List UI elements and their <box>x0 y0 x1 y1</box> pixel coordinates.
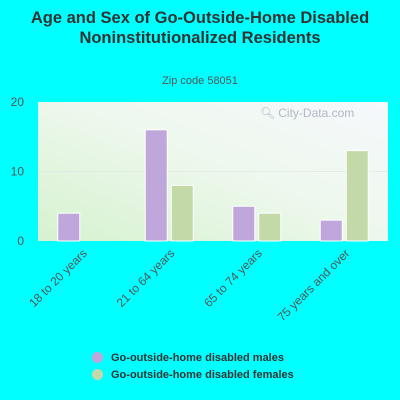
bar-females-3 <box>258 212 282 242</box>
x-tick-label: 18 to 20 years <box>26 246 90 310</box>
watermark: 🔍︎ City-Data.com <box>260 106 354 120</box>
chart-subtitle: Zip code 58051 <box>162 75 238 87</box>
chart-title: Age and Sex of Go-Outside-Home Disabled … <box>30 9 370 47</box>
x-tick-label: 21 to 64 years <box>114 246 178 310</box>
x-tick-label: 75 years and over <box>275 246 353 324</box>
bar-males-1 <box>57 212 81 242</box>
bar-females-2 <box>170 184 194 242</box>
legend-label-males: Go-outside-home disabled males <box>111 351 284 364</box>
legend-item-females: Go-outside-home disabled females <box>92 366 294 383</box>
legend: Go-outside-home disabled males Go-outsid… <box>92 349 294 383</box>
legend-item-males: Go-outside-home disabled males <box>92 349 294 366</box>
bar-females-4 <box>345 150 369 242</box>
legend-label-females: Go-outside-home disabled females <box>111 368 294 381</box>
x-tick-label: 65 to 74 years <box>201 246 265 310</box>
bar-males-4 <box>319 219 343 242</box>
magnifier-icon: 🔍︎ <box>260 106 276 120</box>
y-tick-label: 0 <box>17 234 24 248</box>
watermark-text: City-Data.com <box>278 106 355 120</box>
legend-swatch-females <box>92 369 103 380</box>
bar-males-2 <box>144 129 168 242</box>
y-tick-label: 20 <box>11 95 25 109</box>
bar-males-3 <box>232 205 256 242</box>
legend-swatch-males <box>92 352 103 363</box>
y-tick-label: 10 <box>11 165 25 179</box>
